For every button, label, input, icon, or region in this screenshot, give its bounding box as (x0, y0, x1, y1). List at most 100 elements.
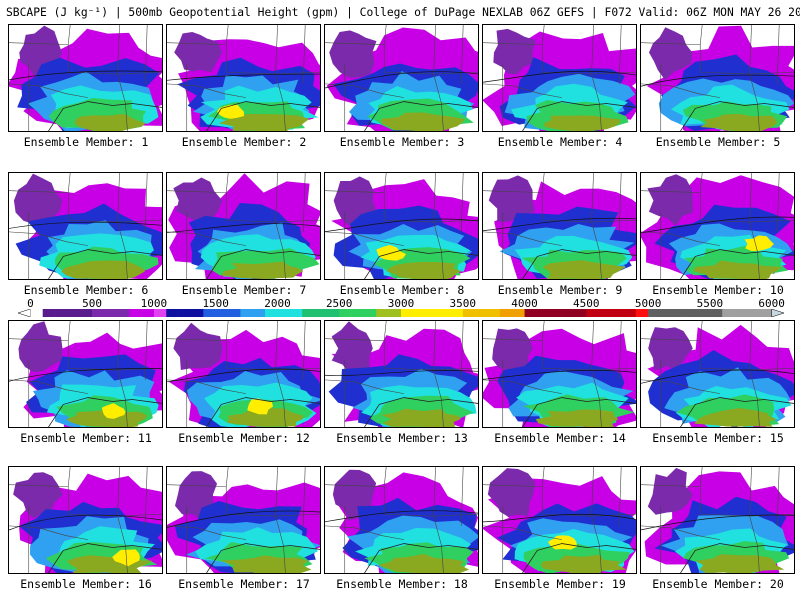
cape-yellow-region (112, 549, 140, 567)
height-contour (641, 369, 794, 384)
ensemble-panel-16 (8, 466, 163, 574)
state-borders (641, 173, 794, 279)
cape-olive-region (74, 113, 146, 131)
ensemble-panel-10 (640, 172, 795, 280)
colorbar-bin (314, 309, 328, 317)
ensemble-panel-2 (166, 24, 321, 132)
colorbar-tick-label: 3000 (387, 297, 415, 310)
colorbar-bin (586, 309, 599, 317)
colorbar-bin (240, 309, 254, 317)
coastline (48, 249, 162, 279)
colorbar-tick-label: 5500 (696, 297, 724, 310)
colorbar-bin (499, 309, 513, 317)
height-contour (167, 223, 320, 233)
coastline (680, 249, 794, 279)
ensemble-member-label: Ensemble Member: 5 (655, 135, 781, 149)
cape-purple-region (487, 468, 536, 517)
height-contour (167, 510, 320, 528)
height-contour (483, 513, 636, 523)
cape-purple-region (13, 173, 63, 227)
height-contour (483, 70, 636, 83)
cape-purple-region (493, 28, 536, 75)
colorbar-bin (376, 309, 389, 317)
colorbar-bin (759, 309, 772, 317)
colorbar-bin (722, 309, 735, 317)
cape-olive-region (61, 260, 146, 279)
state-borders (9, 173, 162, 279)
colorbar-bin (450, 309, 464, 317)
cape-olive-region (544, 115, 621, 131)
ensemble-member-label: Ensemble Member: 17 (178, 577, 310, 591)
state-borders (325, 173, 478, 279)
ensemble-member-label: Ensemble Member: 20 (652, 577, 784, 591)
colorbar-bin (388, 309, 402, 317)
state-borders (9, 321, 162, 427)
cape-yellow-region (247, 398, 274, 415)
colorbar-tick-label: 4500 (573, 297, 600, 310)
colorbar-bin (363, 309, 377, 317)
ensemble-panel-4 (482, 24, 637, 132)
ensemble-member-label: Ensemble Member: 10 (652, 283, 784, 297)
ensemble-member-label: Ensemble Member: 13 (336, 431, 468, 445)
colorbar-bin (685, 309, 698, 317)
cape-olive-region (227, 408, 303, 427)
state-borders (325, 467, 478, 573)
cape-olive-region (535, 409, 619, 427)
colorbar-tick-label: 3500 (449, 297, 477, 310)
colorbar-bin (709, 309, 723, 317)
colorbar-bin (425, 309, 439, 317)
cape-purple-region (648, 27, 693, 80)
colorbar-bin (79, 309, 93, 317)
cape-purple-region (647, 467, 694, 515)
state-borders (641, 25, 794, 131)
cape-olive-region (67, 555, 153, 573)
colorbar-bin (153, 309, 167, 317)
colorbar-bin (104, 309, 118, 317)
height-contour (641, 216, 794, 234)
cape-purple-region (173, 177, 223, 225)
colorbar-tick-label: 2000 (264, 297, 291, 310)
height-contour (325, 218, 478, 232)
colorbar-tick-label: 4000 (511, 297, 538, 310)
colorbar-bin (92, 309, 105, 317)
ensemble-panel-6 (8, 172, 163, 280)
ensemble-member-label: Ensemble Member: 12 (178, 431, 310, 445)
coastline (522, 101, 636, 131)
colorbar-bin (561, 309, 575, 317)
colorbar-bin (512, 309, 525, 317)
cape-yellow-region (744, 235, 774, 252)
cape-olive-region (377, 553, 470, 573)
coastline (364, 101, 478, 131)
colorbar-tick-label: 5000 (634, 297, 662, 310)
map-title: SBCAPE (J kg⁻¹) | 500mb Geopotential Hei… (6, 6, 800, 19)
ensemble-member-label: Ensemble Member: 3 (339, 135, 465, 149)
cape-olive-region (218, 114, 310, 131)
cape-purple-region (329, 30, 377, 78)
colorbar-bin (42, 309, 56, 317)
coastline (364, 249, 478, 279)
coastline (206, 543, 320, 573)
ensemble-panel-19 (482, 466, 637, 574)
cape-yellow-region (216, 104, 244, 119)
ensemble-panel-18 (324, 466, 479, 574)
colorbar-bin (524, 309, 538, 317)
colorbar-bin (203, 309, 216, 317)
colorbar-tick-label: 1500 (202, 297, 229, 310)
colorbar-tick-label: 0 (27, 297, 34, 310)
height-contour (483, 217, 636, 232)
cape-purple-region (331, 321, 373, 376)
state-borders (9, 25, 162, 131)
colorbar-bin (598, 309, 612, 317)
cape-olive-region (540, 554, 627, 573)
colorbar-bin (623, 309, 637, 317)
ensemble-panel-11 (8, 320, 163, 428)
cape-olive-region (381, 112, 465, 131)
coastline (206, 249, 320, 279)
colorbar-bin (326, 309, 340, 317)
cape-olive-region (693, 260, 782, 279)
colorbar-bin (55, 309, 68, 317)
height-contour (9, 368, 162, 382)
colorbar-bin (536, 309, 550, 317)
ensemble-member-label: Ensemble Member: 15 (652, 431, 784, 445)
cape-olive-region (221, 261, 304, 279)
